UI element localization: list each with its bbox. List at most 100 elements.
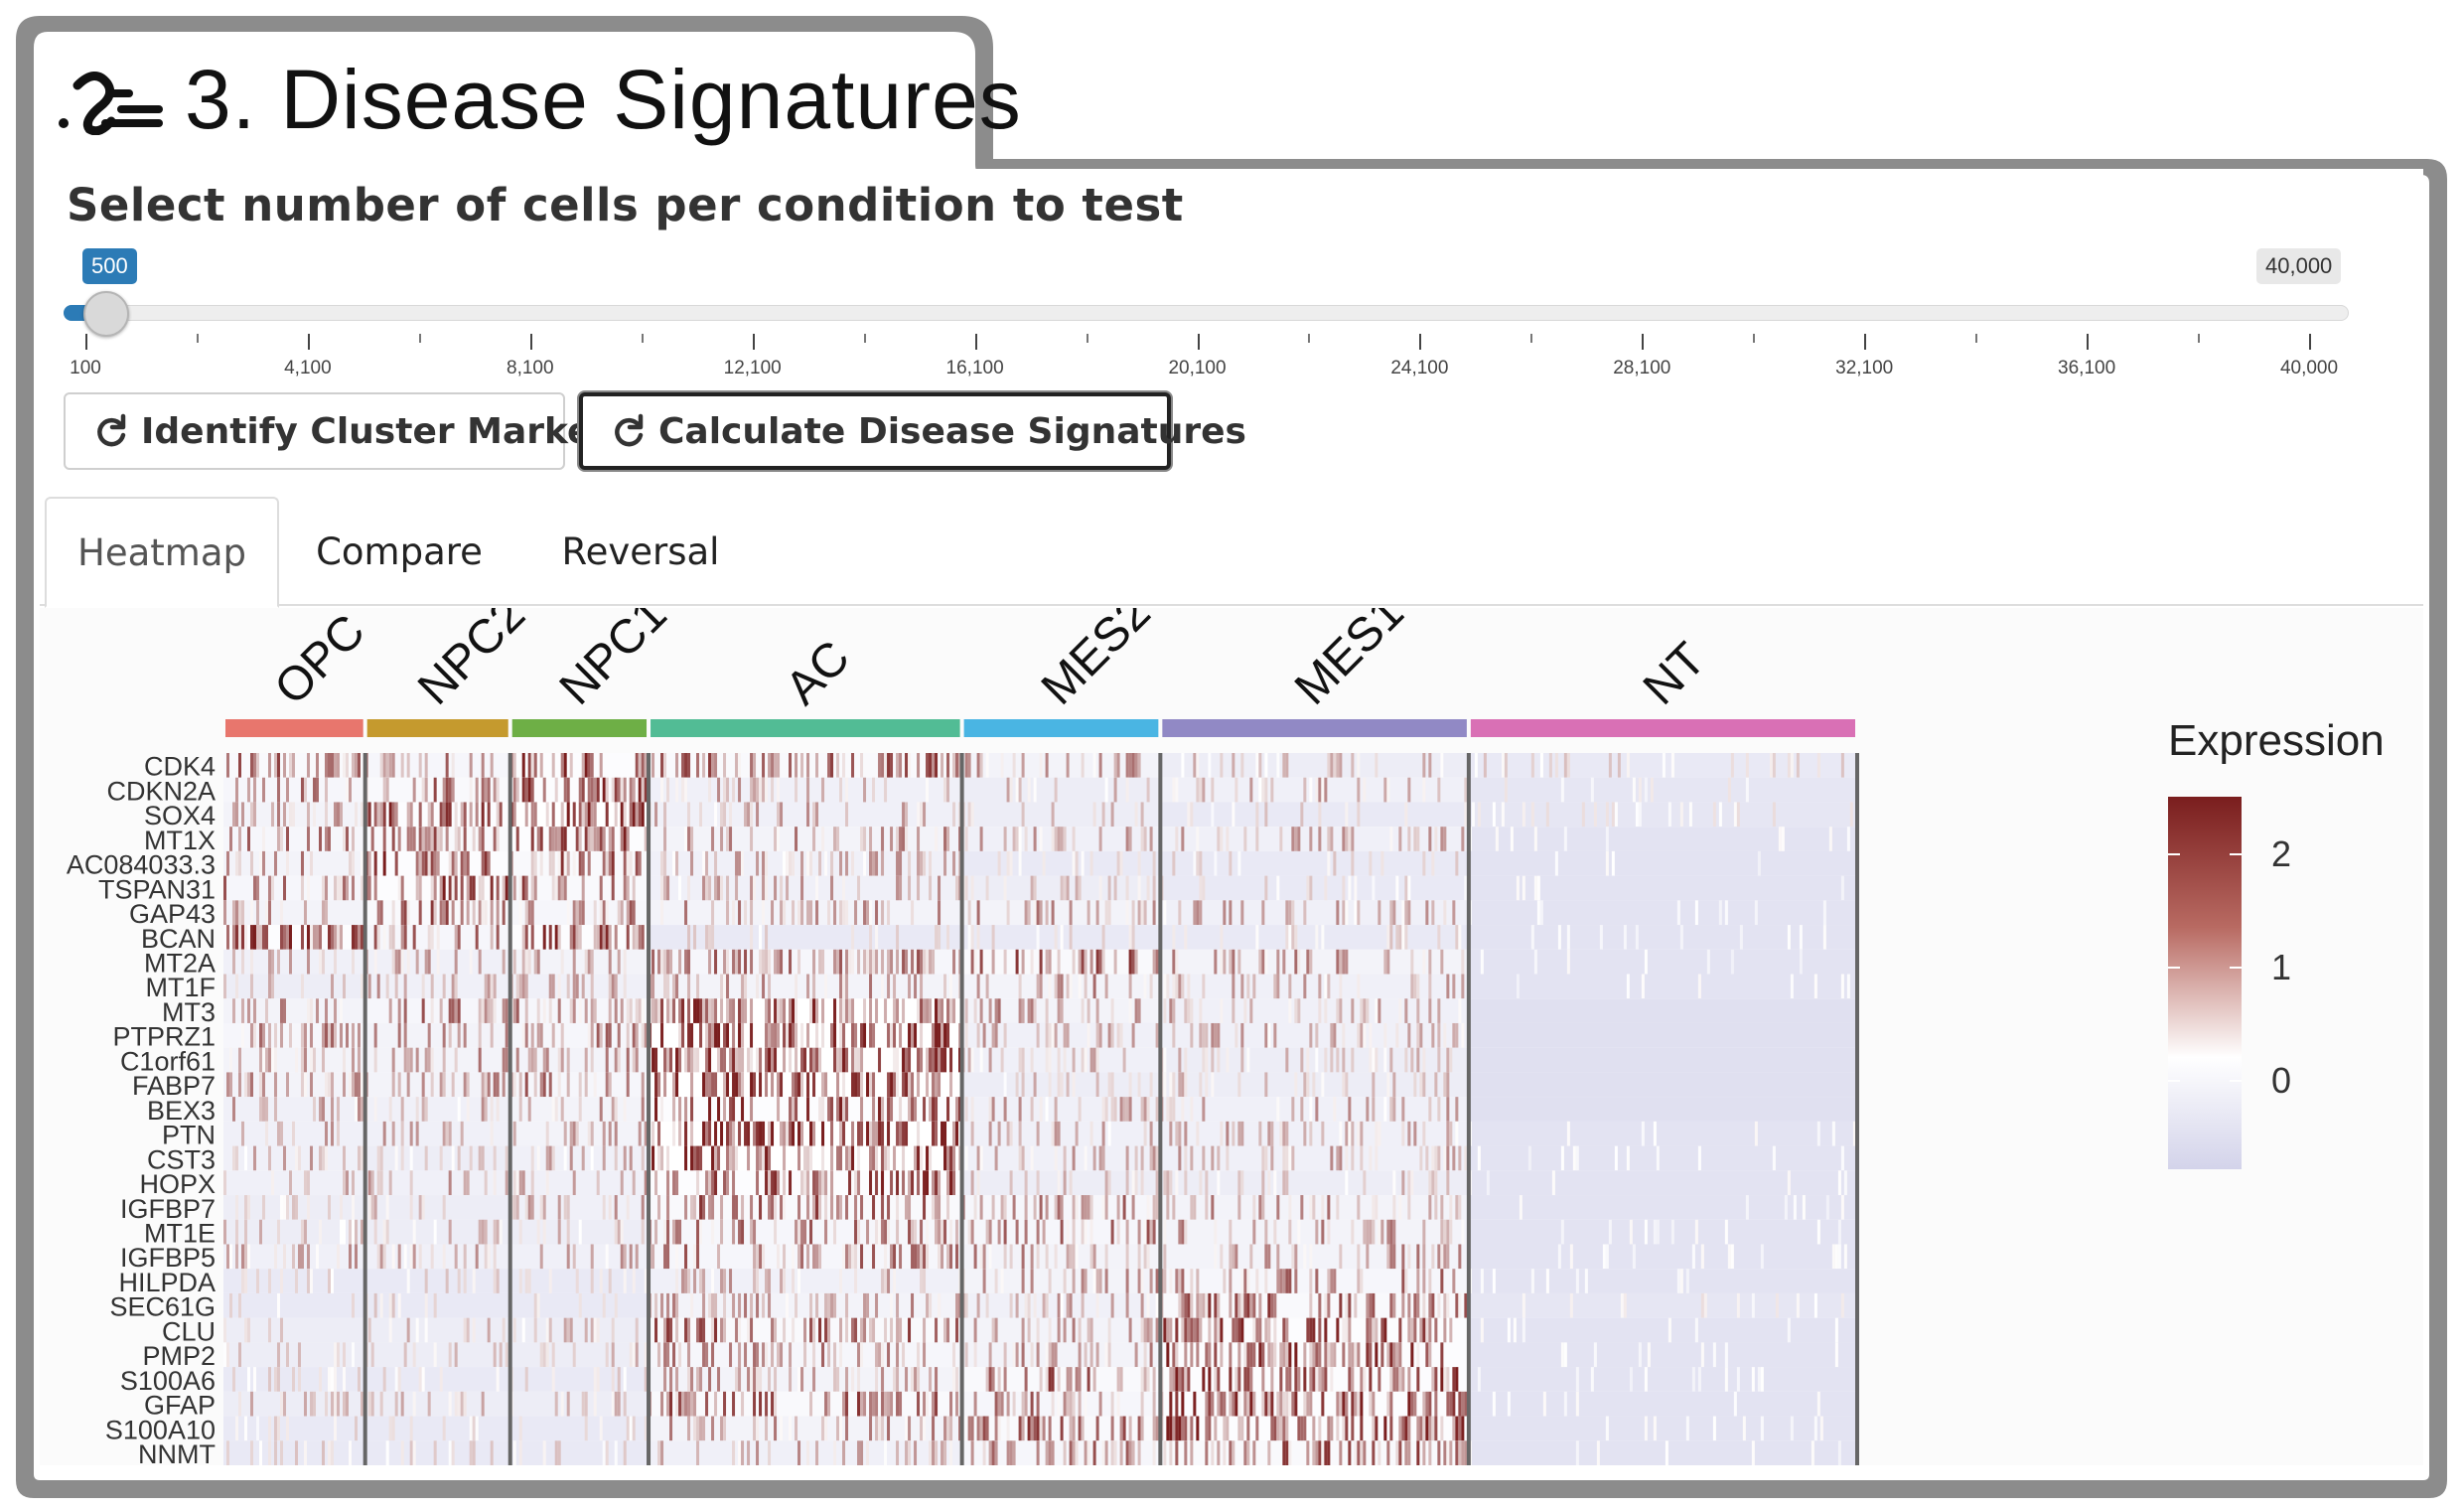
heatmap-cell: [851, 1367, 855, 1392]
heatmap-cell: [800, 1022, 804, 1048]
heatmap-cell: [1434, 1317, 1438, 1343]
heatmap-cell: [644, 1342, 648, 1368]
heatmap-cell: [660, 1292, 664, 1318]
heatmap-cell: [732, 1440, 736, 1465]
heatmap-cell: [943, 827, 947, 851]
heatmap-cell: [1021, 998, 1025, 1023]
heatmap-cell: [1386, 925, 1390, 950]
heatmap-cell: [1187, 974, 1191, 999]
heatmap-cell: [765, 1416, 769, 1441]
heatmap-cell: [587, 777, 591, 803]
heatmap-cell: [991, 1195, 995, 1220]
heatmap-cell: [548, 850, 552, 876]
heatmap-cell: [1297, 1416, 1301, 1441]
section-content: Select number of cells per condition to …: [40, 169, 2423, 1465]
heatmap-cell: [265, 925, 268, 950]
heatmap-cell: [1273, 974, 1277, 999]
tab-heatmap[interactable]: Heatmap: [45, 497, 279, 608]
heatmap-cell: [669, 1317, 673, 1343]
heatmap-cell: [1799, 925, 1803, 950]
heatmap-cell: [1697, 1367, 1701, 1392]
heatmap-cell: [412, 827, 416, 851]
heatmap-cell: [611, 1097, 615, 1122]
heatmap-cell: [527, 1097, 531, 1122]
heatmap-cell: [1440, 1269, 1444, 1293]
heatmap-cell: [920, 850, 924, 876]
heatmap-cell: [355, 925, 358, 950]
heatmap-cell: [845, 1416, 849, 1441]
heatmap-cell: [551, 827, 555, 851]
heatmap-cell: [1383, 1097, 1387, 1122]
heatmap-cell: [1006, 1391, 1010, 1417]
heatmap-cell: [920, 1244, 924, 1270]
heatmap-cell: [1428, 1269, 1432, 1293]
heatmap-cell: [875, 925, 879, 950]
heatmap-cell: [1110, 802, 1114, 828]
identify-cluster-markers-button[interactable]: Identify Cluster Markers: [64, 392, 631, 470]
slider-handle[interactable]: [83, 291, 129, 337]
heatmap-cell: [394, 802, 398, 828]
heatmap-cell: [454, 875, 458, 901]
heatmap-cell: [557, 998, 561, 1023]
heatmap-cell: [1288, 974, 1292, 999]
heatmap-cell: [1232, 1317, 1235, 1343]
heatmap-cell: [1303, 1391, 1307, 1417]
slider-track[interactable]: [64, 305, 2349, 321]
heatmap-cell: [905, 949, 909, 975]
heatmap-cell: [250, 1022, 253, 1048]
heatmap-cell: [466, 900, 470, 926]
heatmap-cell: [1297, 998, 1301, 1023]
heatmap-row-bg: [1468, 1022, 1857, 1048]
heatmap-cell: [499, 802, 503, 828]
heatmap-cell: [693, 1195, 697, 1220]
heatmap-cell: [1021, 802, 1025, 828]
heatmap-cell: [442, 1195, 446, 1220]
heatmap-cell: [307, 875, 310, 901]
heatmap-cell: [358, 1022, 361, 1048]
heatmap-cell: [1449, 1317, 1453, 1343]
heatmap-cell: [1389, 1391, 1393, 1417]
heatmap-cell: [1172, 1097, 1176, 1122]
heatmap-cell: [869, 1317, 873, 1343]
tab-reversal[interactable]: Reversal: [561, 529, 720, 573]
heatmap-cell: [1407, 777, 1411, 803]
heatmap-cell: [836, 1367, 840, 1392]
heatmap-cell: [863, 1022, 867, 1048]
heatmap-cell: [1309, 1097, 1313, 1122]
heatmap-cell: [515, 998, 519, 1023]
heatmap-cell: [738, 753, 742, 778]
heatmap-cell: [711, 1170, 715, 1196]
heatmap-cell: [1575, 1145, 1579, 1171]
slider-major-tick: [85, 334, 87, 350]
heatmap-cell: [611, 974, 615, 999]
heatmap-cell: [1799, 949, 1803, 975]
heatmap-cell: [1220, 925, 1224, 950]
heatmap-row-bg: [364, 1440, 510, 1465]
heatmap-cell: [575, 827, 579, 851]
heatmap-cell: [316, 753, 319, 778]
heatmap-cell: [973, 1317, 977, 1343]
heatmap-cell: [244, 1219, 247, 1245]
heatmap-cell: [729, 1269, 733, 1293]
heatmap-cell: [1691, 1244, 1695, 1270]
calculate-button-label: Calculate Disease Signatures: [658, 410, 1246, 452]
heatmap-cell: [566, 802, 570, 828]
heatmap-cell: [539, 1195, 543, 1220]
calculate-disease-signatures-button[interactable]: Calculate Disease Signatures: [579, 392, 1246, 470]
heatmap-cell: [343, 1145, 346, 1171]
heatmap-cell: [1291, 827, 1295, 851]
tab-compare[interactable]: Compare: [316, 529, 483, 573]
heatmap-cell: [675, 974, 679, 999]
heatmap-cell: [729, 1145, 733, 1171]
heatmap-cell: [1175, 1121, 1179, 1146]
heatmap-cell: [1461, 1391, 1465, 1417]
heatmap-row-bg: [1468, 1145, 1857, 1171]
cells-per-condition-slider[interactable]: 500 40,000 100 4,100 8,100 12,100 16,100 20,1…: [40, 248, 2423, 378]
heatmap-cell: [783, 850, 787, 876]
heatmap-cell: [1315, 777, 1319, 803]
heatmap-cell: [454, 827, 458, 851]
heatmap-cell: [343, 1391, 346, 1417]
heatmap-cell: [881, 900, 885, 926]
heatmap-cell: [307, 827, 310, 851]
heatmap-cell: [487, 802, 491, 828]
